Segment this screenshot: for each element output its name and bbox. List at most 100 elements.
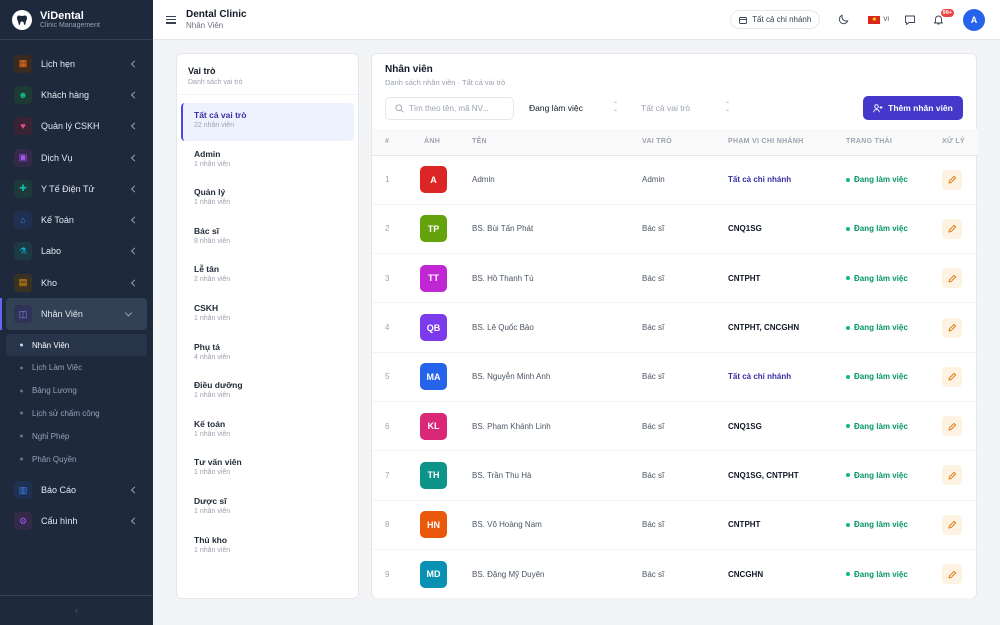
sidebar-item-label: Labo xyxy=(41,246,62,257)
role-item[interactable]: Bác sĩ 8 nhân viên xyxy=(181,219,354,258)
table-row[interactable]: 6 KL BS. Phạm Khánh Linh Bác sĩ CNQ1SG Đang l… xyxy=(372,401,978,452)
status-badge: Đang làm việc xyxy=(846,372,942,381)
calendar-icon: ▦ xyxy=(14,54,32,73)
sidebar-item[interactable]: ⌂ Kế Toán xyxy=(0,204,153,235)
staff-avatar: TH xyxy=(420,461,447,489)
status-cell: Đang làm việc xyxy=(846,401,942,452)
status-badge: Đang làm việc xyxy=(846,175,942,184)
pencil-icon xyxy=(948,422,956,431)
avatar-cell: A xyxy=(408,155,472,205)
heart-icon: ♥ xyxy=(14,117,32,136)
sidebar-item-label: Dịch Vụ xyxy=(41,152,73,163)
sidebar-subitem[interactable]: Lịch sử chấm công xyxy=(0,402,153,425)
edit-button[interactable] xyxy=(942,366,962,387)
role-item[interactable]: Tất cả vai trò 22 nhân viên xyxy=(181,103,354,141)
sidebar-item[interactable]: ⚙ Cấu hình xyxy=(0,506,153,537)
sidebar-item[interactable]: ☻ Khách hàng xyxy=(0,79,153,110)
edit-button[interactable] xyxy=(942,416,962,437)
role-count: 1 nhân viên xyxy=(194,469,231,477)
topbar: Dental Clinic Nhân Viên Tất cả chi nhánh… xyxy=(153,0,1000,40)
pencil-icon xyxy=(948,570,956,578)
table-row[interactable]: 5 MA BS. Nguyễn Minh Anh Bác sĩ Tất cả chi n… xyxy=(372,352,978,402)
sidebar-subitem[interactable]: Nhân Viên xyxy=(6,333,147,357)
branch-select-button[interactable]: Tất cả chi nhánh xyxy=(730,10,821,29)
sidebar-item[interactable]: ⚗ Labo xyxy=(0,236,153,267)
role-item[interactable]: Dược sĩ 1 nhân viên xyxy=(181,489,354,528)
roles-panel: Vai trò Danh sách vai trò Tất cả vai trò… xyxy=(176,53,359,599)
language-switch[interactable]: ★ VI xyxy=(868,15,889,24)
sidebar-item[interactable]: ▣ Dịch Vụ xyxy=(0,142,153,173)
status-badge: Đang làm việc xyxy=(846,323,942,332)
sidebar-item-label: Kế Toán xyxy=(41,215,74,226)
role-item[interactable]: Tư vấn viên 1 nhân viên xyxy=(181,450,354,489)
sidebar-item[interactable]: ◫ Nhân Viên xyxy=(0,298,147,330)
edit-button[interactable] xyxy=(942,564,962,585)
updown-chevron-icon: ⌃ ⌄ xyxy=(612,102,618,113)
sidebar-subitem[interactable]: Nghỉ Phép xyxy=(0,425,153,448)
user-avatar[interactable]: A xyxy=(963,8,985,31)
role-count: 4 nhân viên xyxy=(194,353,231,361)
table-row[interactable]: 3 TT BS. Hồ Thanh Tú Bác sĩ CNTPHT Đang làm v… xyxy=(372,253,978,304)
table-row[interactable]: 7 TH BS. Trần Thu Hà Bác sĩ CNQ1SG, CNTPHT Đa… xyxy=(372,450,978,501)
sidebar-item[interactable]: ♥ Quản lý CSKH xyxy=(0,111,153,142)
staff-avatar: HN xyxy=(420,511,447,539)
role-item[interactable]: Phụ tá 4 nhân viên xyxy=(181,335,354,374)
moon-icon[interactable] xyxy=(834,11,852,29)
role-name: Tất cả vai trò xyxy=(194,110,247,120)
chart-icon: ▥ xyxy=(14,481,32,500)
chat-icon[interactable] xyxy=(901,11,919,29)
staff-avatar: TT xyxy=(420,264,447,292)
sidebar-item[interactable]: ▥ Báo Cáo xyxy=(0,474,153,505)
staff-role: Bác sĩ xyxy=(642,352,728,402)
table-row[interactable]: 9 MD BS. Đặng Mỹ Duyên Bác sĩ CNCGHN Đang làm… xyxy=(372,549,978,600)
role-name: Tư vấn viên xyxy=(194,457,242,468)
staff-name: Admin xyxy=(472,155,642,205)
avatar-cell: TP xyxy=(408,204,472,255)
status-dot-icon xyxy=(846,424,850,429)
add-staff-button[interactable]: Thêm nhân viên xyxy=(863,96,963,120)
edit-button[interactable] xyxy=(942,514,962,535)
role-filter-select[interactable]: Tất cả vai trò ⌃ ⌄ xyxy=(633,96,738,120)
role-item[interactable]: Quản lý 1 nhân viên xyxy=(181,180,354,219)
row-number: 6 xyxy=(372,401,408,452)
table-row[interactable]: 8 HN BS. Võ Hoàng Nam Bác sĩ CNTPHT Đang làm … xyxy=(372,500,978,550)
staff-name: BS. Phạm Khánh Linh xyxy=(472,401,642,452)
column-header: PHẠM VI CHI NHÁNH xyxy=(728,129,846,156)
roles-subtitle: Danh sách vai trò xyxy=(188,79,243,86)
sidebar-item-label: Y Tế Điện Tử xyxy=(41,183,95,194)
bell-icon[interactable]: 99+ xyxy=(929,7,955,29)
search-input[interactable] xyxy=(409,103,504,113)
sidebar-item[interactable]: ▤ Kho xyxy=(0,267,153,298)
sidebar-collapse-button[interactable]: ‹ xyxy=(0,595,153,625)
role-item[interactable]: Điều dưỡng 1 nhân viên xyxy=(181,373,354,412)
edit-button[interactable] xyxy=(942,268,962,289)
sidebar-subitem[interactable]: Lịch Làm Việc xyxy=(0,356,153,379)
sidebar-item[interactable]: ▦ Lịch hẹn xyxy=(0,48,153,79)
menu-icon[interactable] xyxy=(166,15,176,24)
status-dot-icon xyxy=(846,522,850,527)
role-item[interactable]: Thủ kho 1 nhân viên xyxy=(181,528,354,567)
role-item[interactable]: CSKH 1 nhân viên xyxy=(181,296,354,335)
pencil-icon xyxy=(948,521,956,529)
status-dot-icon xyxy=(846,374,850,379)
table-row[interactable]: 1 A Admin Admin Tất cả chi nhánh Đang làm việ… xyxy=(372,155,978,205)
table-row[interactable]: 4 QB BS. Lê Quốc Bảo Bác sĩ CNTPHT, CNCGHN Đa… xyxy=(372,302,978,353)
brand: ViDental Clinic Management xyxy=(0,0,153,40)
edit-button[interactable] xyxy=(942,169,962,190)
edit-button[interactable] xyxy=(942,218,962,239)
edit-button[interactable] xyxy=(942,317,962,338)
sidebar-subitem[interactable]: Bảng Lương xyxy=(0,379,153,402)
table-row[interactable]: 2 TP BS. Bùi Tấn Phát Bác sĩ CNQ1SG Đang làm … xyxy=(372,204,978,255)
status-filter-select[interactable]: Đang làm việc ⌃ ⌄ xyxy=(521,96,626,120)
avatar-cell: TH xyxy=(408,450,472,501)
sidebar-subitem[interactable]: Phân Quyền xyxy=(0,448,153,471)
edit-button[interactable] xyxy=(942,465,962,486)
row-number: 1 xyxy=(372,155,408,205)
branch-scope: CNQ1SG xyxy=(728,204,846,255)
status-label: Đang làm việc xyxy=(854,470,908,480)
role-item[interactable]: Admin 1 nhân viên xyxy=(181,142,354,181)
sidebar-item[interactable]: ✚ Y Tế Điện Tử xyxy=(0,173,153,204)
role-item[interactable]: Kế toán 1 nhân viên xyxy=(181,412,354,451)
role-item[interactable]: Lễ tân 2 nhân viên xyxy=(181,257,354,296)
branch-scope: CNQ1SG, CNTPHT xyxy=(728,450,846,501)
